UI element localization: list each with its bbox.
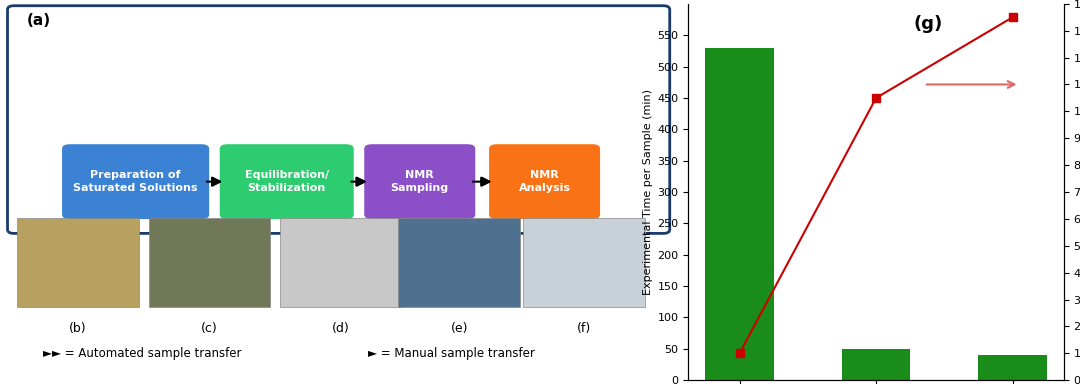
Text: NMR
Analysis: NMR Analysis [518,170,570,193]
Bar [705,48,773,380]
FancyBboxPatch shape [8,6,670,233]
FancyBboxPatch shape [17,218,139,307]
Text: ► = Manual sample transfer: ► = Manual sample transfer [367,347,535,360]
Bar [978,355,1047,380]
Text: (e): (e) [450,322,468,335]
Bar [842,349,910,380]
FancyBboxPatch shape [62,144,210,219]
Text: (g): (g) [914,15,943,33]
Text: (f): (f) [577,322,591,335]
Text: (a): (a) [27,13,52,28]
FancyBboxPatch shape [364,144,475,219]
FancyBboxPatch shape [149,218,270,307]
Text: (c): (c) [201,322,218,335]
Y-axis label: Experimental Time per Sample (min): Experimental Time per Sample (min) [644,89,653,295]
FancyBboxPatch shape [399,218,519,307]
Text: Preparation of
Saturated Solutions: Preparation of Saturated Solutions [73,170,198,193]
Text: (b): (b) [69,322,87,335]
Text: ►► = Automated sample transfer: ►► = Automated sample transfer [43,347,242,360]
FancyBboxPatch shape [489,144,600,219]
Text: NMR
Sampling: NMR Sampling [391,170,449,193]
Text: Equilibration/
Stabilization: Equilibration/ Stabilization [245,170,328,193]
FancyBboxPatch shape [280,218,402,307]
FancyBboxPatch shape [219,144,354,219]
FancyBboxPatch shape [523,218,645,307]
Text: (d): (d) [332,322,350,335]
